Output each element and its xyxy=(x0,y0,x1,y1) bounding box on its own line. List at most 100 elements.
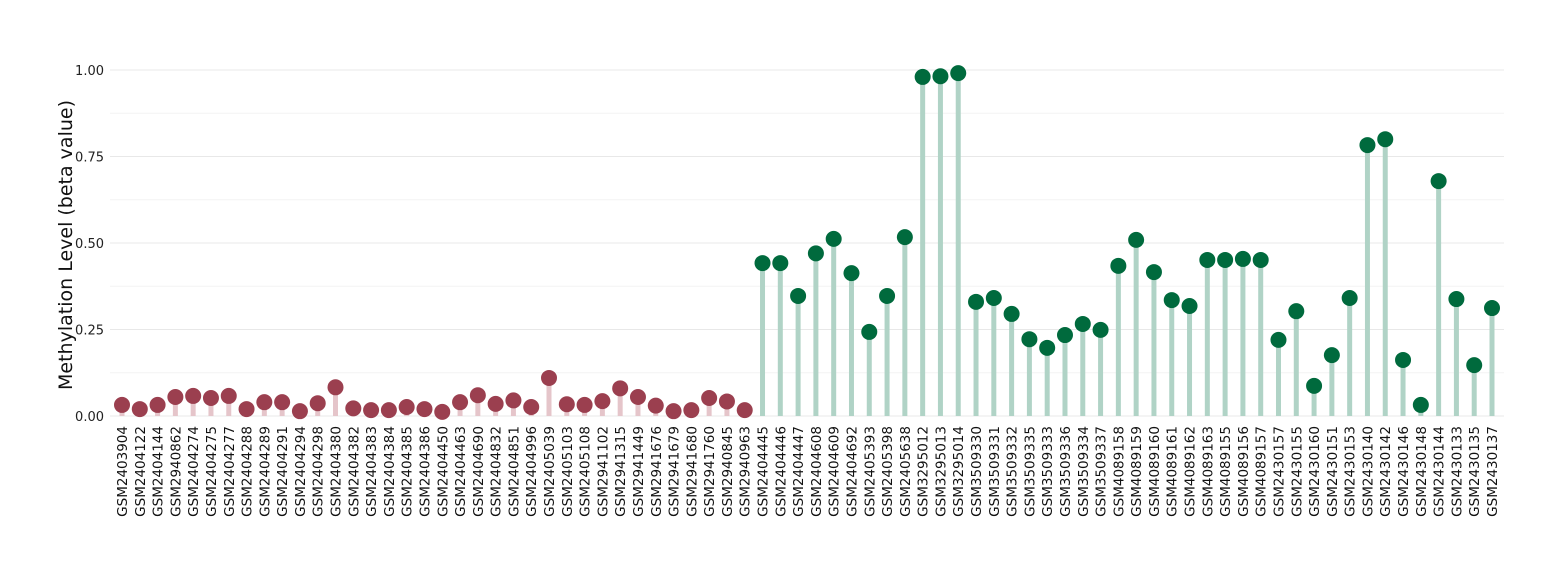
lollipop-point xyxy=(932,68,949,85)
x-tick-label: GSM4089156 xyxy=(1236,426,1252,517)
x-tick-label: GSM2404383 xyxy=(364,426,380,517)
lollipop-point xyxy=(1163,292,1180,309)
x-tick-label: GSM2404832 xyxy=(489,426,505,517)
x-tick-label: GSM2430146 xyxy=(1396,426,1412,517)
x-tick-label: GSM2404446 xyxy=(773,426,789,517)
x-tick-label: GSM2430142 xyxy=(1378,426,1394,517)
lollipop-point xyxy=(736,402,753,419)
lollipop-point xyxy=(683,402,700,419)
x-tick-label: GSM2404851 xyxy=(506,426,522,517)
data-marks xyxy=(114,65,1500,420)
x-tick-label: GSM2404274 xyxy=(186,426,202,517)
lollipop-point xyxy=(594,393,611,410)
x-tick-label: GSM4089163 xyxy=(1200,426,1216,517)
lollipop-point xyxy=(1110,257,1127,274)
y-axis: 0.00 0.25 0.50 0.75 1.00 xyxy=(75,64,104,425)
lollipop-point xyxy=(238,401,255,418)
lollipop-point xyxy=(1377,131,1394,148)
lollipop-point xyxy=(968,293,985,310)
lollipop-point xyxy=(114,396,130,413)
lollipop-point xyxy=(291,403,308,420)
lollipop-point xyxy=(1252,251,1269,268)
x-tick-label: GSM2405393 xyxy=(862,426,878,517)
lollipop-point xyxy=(1181,297,1198,314)
lollipop-point xyxy=(1484,300,1500,317)
x-tick-label: GSM2941449 xyxy=(631,426,647,517)
lollipop-point xyxy=(1430,173,1447,190)
gridlines xyxy=(110,69,1504,417)
lollipop-point xyxy=(380,402,397,419)
lollipop-point xyxy=(1306,377,1323,394)
x-tick-label: GSM2430135 xyxy=(1467,426,1483,517)
x-tick-label: GSM2404289 xyxy=(257,426,273,517)
x-tick-label: GSM2430157 xyxy=(1271,426,1287,517)
y-tick-label: 0.50 xyxy=(75,237,104,252)
lollipop-point xyxy=(647,397,664,414)
x-tick-label: GSM2404385 xyxy=(400,426,416,517)
x-tick-label: GSM4089161 xyxy=(1165,426,1181,517)
x-tick-label: GSM2405103 xyxy=(560,426,576,517)
x-tick-label: GSM2404384 xyxy=(382,426,398,517)
lollipop-point xyxy=(185,387,202,404)
lollipop-point xyxy=(1234,250,1251,267)
lollipop-point xyxy=(1341,290,1358,307)
lollipop-point xyxy=(274,394,291,411)
x-tick-label: GSM2941102 xyxy=(595,426,611,517)
x-tick-label: GSM2404382 xyxy=(346,426,362,517)
x-tick-label: GSM2430155 xyxy=(1289,426,1305,517)
x-tick-label: GSM3295012 xyxy=(916,426,932,517)
x-tick-label: GSM4089162 xyxy=(1183,426,1199,517)
lollipop-point xyxy=(1021,331,1038,348)
lollipop-point xyxy=(469,387,486,404)
x-tick-label: GSM4089158 xyxy=(1111,426,1127,517)
x-tick-label: GSM3509331 xyxy=(987,426,1003,517)
x-tick-label: GSM2404450 xyxy=(435,426,451,517)
lollipop-point xyxy=(416,401,433,418)
lollipop-point xyxy=(541,369,558,386)
lollipop-point xyxy=(1270,331,1287,348)
x-tick-label: GSM2430133 xyxy=(1449,426,1465,517)
x-tick-label: GSM3509334 xyxy=(1076,426,1092,517)
lollipop-point xyxy=(523,399,540,416)
x-tick-label: GSM2404608 xyxy=(809,426,825,517)
x-tick-label: GSM3509336 xyxy=(1058,426,1074,517)
lollipop-point xyxy=(843,265,860,282)
x-tick-label: GSM2404447 xyxy=(791,426,807,517)
y-tick-label: 0.25 xyxy=(75,324,104,339)
lollipop-point xyxy=(1092,321,1109,338)
x-tick-label: GSM2940963 xyxy=(738,426,754,517)
x-tick-label: GSM2430137 xyxy=(1485,426,1501,517)
x-tick-label: GSM4089159 xyxy=(1129,426,1145,517)
lollipop-point xyxy=(363,402,380,419)
x-tick-label: GSM2430144 xyxy=(1432,426,1448,517)
x-tick-label: GSM3295014 xyxy=(951,426,967,517)
lollipop-point xyxy=(220,387,237,404)
y-tick-label: 1.00 xyxy=(75,64,104,79)
lollipop-point xyxy=(896,229,913,246)
lollipop-point xyxy=(167,388,184,405)
lollipop-point xyxy=(718,393,735,410)
lollipop-point xyxy=(665,403,682,420)
lollipop-point xyxy=(985,290,1002,307)
lollipop-point xyxy=(1448,291,1465,308)
x-tick-label: GSM2941679 xyxy=(667,426,683,517)
x-axis: GSM2403904 GSM2404122 GSM2404144 GSM2940862… xyxy=(115,426,1501,517)
lollipop-point xyxy=(1288,303,1305,320)
lollipop-point xyxy=(1323,347,1340,364)
x-tick-label: GSM2430160 xyxy=(1307,426,1323,517)
lollipop-point xyxy=(1466,357,1483,374)
x-tick-label: GSM2404380 xyxy=(329,426,345,517)
x-tick-label: GSM2404298 xyxy=(311,426,327,517)
lollipop-point xyxy=(754,255,771,272)
lollipop-point xyxy=(807,245,824,262)
lollipop-point xyxy=(790,287,807,304)
lollipop-point xyxy=(452,394,469,411)
x-tick-label: GSM2404692 xyxy=(844,426,860,517)
lollipop-point xyxy=(576,396,593,413)
x-tick-label: GSM2430151 xyxy=(1325,426,1341,517)
x-tick-label: GSM2404291 xyxy=(275,426,291,517)
x-tick-label: GSM2430153 xyxy=(1343,426,1359,517)
lollipop-point xyxy=(825,230,842,247)
lollipop-point xyxy=(558,396,575,413)
